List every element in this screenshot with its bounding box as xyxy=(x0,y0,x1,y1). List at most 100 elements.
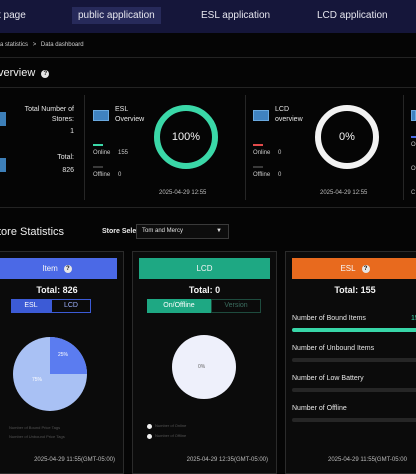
lcd-pie-label: 0% xyxy=(198,364,206,370)
esl-overview-title-line1: ESL xyxy=(115,106,129,113)
item-card-header-text: Item xyxy=(42,264,58,273)
breadcrumb-current: Data dashboard xyxy=(40,42,84,48)
top-nav: t page public application ESL applicatio… xyxy=(0,0,416,33)
breadcrumb-separator: > xyxy=(32,42,37,48)
divider xyxy=(0,57,416,58)
pie-slice-empty xyxy=(172,335,236,399)
lcd-device-icon xyxy=(253,110,269,121)
online-legend-swatch xyxy=(253,144,263,146)
devices-icon xyxy=(0,158,6,172)
overview-title-text: verview xyxy=(0,67,36,79)
total-stores-value: 1 xyxy=(70,128,74,135)
esl-offline-value: 0 xyxy=(118,172,122,178)
esl-card-header: ESL? xyxy=(292,258,416,279)
bound-items-value: 15 xyxy=(411,315,416,322)
breadcrumb-parent[interactable]: a statistics xyxy=(0,42,29,48)
offline-label: Number of Offline xyxy=(292,405,347,412)
store-select-dropdown[interactable]: Tom and Mercy ▼ xyxy=(136,224,229,239)
segment-esl[interactable]: ESL xyxy=(11,299,51,313)
cut-offline-label: O xyxy=(411,166,416,172)
lcd-percent: 0% xyxy=(339,131,355,143)
lcd-overview-title-line1: LCD xyxy=(275,106,290,113)
tab-public-application[interactable]: public application xyxy=(72,7,161,24)
cut-timestamp: C xyxy=(411,190,416,196)
pie-slice-bound xyxy=(50,337,87,374)
item-card-total: Total: 826 xyxy=(36,285,78,295)
esl-card-header-text: ESL xyxy=(340,264,356,273)
overview-title: verview? xyxy=(0,67,50,79)
lcd-online-ring xyxy=(315,105,379,169)
unbound-items-label: Number of Unbound Items xyxy=(292,345,375,352)
legend-unbound-price-tags: Number of Unbound Price Tags xyxy=(9,434,65,439)
esl-card-timestamp: 2025-04-29 11:55(GMT-05:00 xyxy=(328,457,407,463)
breadcrumb: a statistics > Data dashboard xyxy=(0,42,84,48)
esl-online-value: 155 xyxy=(118,150,129,156)
offline-legend-swatch xyxy=(93,166,103,168)
segment-on-offline[interactable]: On/Offline xyxy=(147,299,211,313)
offline-legend-swatch xyxy=(253,166,263,168)
pie-label-large: 75% xyxy=(32,377,43,383)
offline-bar xyxy=(292,418,416,422)
lcd-card: LCD Total: 0 On/Offline Version 0% Numbe… xyxy=(132,251,277,474)
ring-progress xyxy=(154,105,218,169)
divider xyxy=(0,87,416,88)
esl-card-total: Total: 155 xyxy=(334,285,376,295)
esl-percent: 100% xyxy=(171,131,201,143)
tab-esl-application[interactable]: ESL application xyxy=(201,10,271,21)
item-card-header: Item? xyxy=(0,258,117,279)
bar-fill xyxy=(292,328,416,332)
legend-dot-online xyxy=(147,424,152,429)
total-stores-label-line2: Stores: xyxy=(51,116,74,123)
lcd-pie-chart xyxy=(172,335,236,399)
tab-home-page[interactable]: t page xyxy=(0,10,26,21)
legend-swatch-cut xyxy=(411,136,416,138)
store-select-value: Tom and Mercy xyxy=(142,228,184,234)
esl-overview-title-line2: Overview xyxy=(115,116,145,123)
lcd-online-value: 0 xyxy=(278,150,282,156)
legend-online: Number of Online xyxy=(155,423,187,428)
lcd-online-label: Online xyxy=(253,150,271,156)
esl-offline-label: Offline xyxy=(93,172,111,178)
store-statistics-title: tore Statistics xyxy=(0,226,65,238)
lcd-offline-label: Offline xyxy=(253,172,271,178)
info-icon[interactable]: ? xyxy=(63,265,72,273)
legend-dot-offline xyxy=(147,434,152,439)
lcd-overview-timestamp: 2025-04-29 12:55 xyxy=(320,190,368,196)
esl-card: ESL? Total: 155 Number of Bound Items 15… xyxy=(285,251,416,474)
segment-version[interactable]: Version xyxy=(211,299,261,313)
lcd-card-total: Total: 0 xyxy=(188,285,221,295)
bound-items-label: Number of Bound Items xyxy=(292,315,366,322)
lcd-overview-title-line2: overview xyxy=(275,116,303,123)
unbound-items-bar xyxy=(292,358,416,362)
divider xyxy=(403,95,404,200)
tab-lcd-application[interactable]: LCD application xyxy=(317,10,388,21)
esl-overview-timestamp: 2025-04-29 12:55 xyxy=(159,190,207,196)
online-legend-swatch xyxy=(93,144,103,146)
total-stores-label-line1: Total Number of xyxy=(24,106,74,113)
esl-device-icon xyxy=(93,110,109,121)
low-battery-label: Number of Low Battery xyxy=(292,375,364,382)
item-pie-chart xyxy=(13,337,87,411)
item-card: Item? Total: 826 ESL LCD 25% 75% Number … xyxy=(0,251,124,474)
lcd-card-header: LCD xyxy=(139,258,270,279)
stores-icon xyxy=(0,112,6,126)
divider xyxy=(84,95,85,200)
legend-bound-price-tags: Number of Bound Price Tags xyxy=(9,425,61,430)
lcd-offline-value: 0 xyxy=(278,172,282,178)
item-card-timestamp: 2025-04-29 11:55(GMT-05:00) xyxy=(34,457,115,463)
total-devices-value: 826 xyxy=(62,167,74,174)
legend-offline: Number of Offline xyxy=(155,433,187,438)
divider xyxy=(245,95,246,200)
device-icon-cut xyxy=(411,110,416,121)
info-icon[interactable]: ? xyxy=(41,70,50,78)
info-icon[interactable]: ? xyxy=(361,265,370,273)
divider xyxy=(0,207,416,208)
esl-online-label: Online xyxy=(93,150,111,156)
ring-track xyxy=(315,105,379,169)
esl-online-ring xyxy=(154,105,218,169)
pie-label-small: 25% xyxy=(58,352,69,358)
bound-items-bar xyxy=(292,328,416,332)
segment-lcd[interactable]: LCD xyxy=(51,299,91,313)
store-select-label: Store Select xyxy=(102,228,143,235)
total-devices-label: Total: xyxy=(57,154,74,161)
